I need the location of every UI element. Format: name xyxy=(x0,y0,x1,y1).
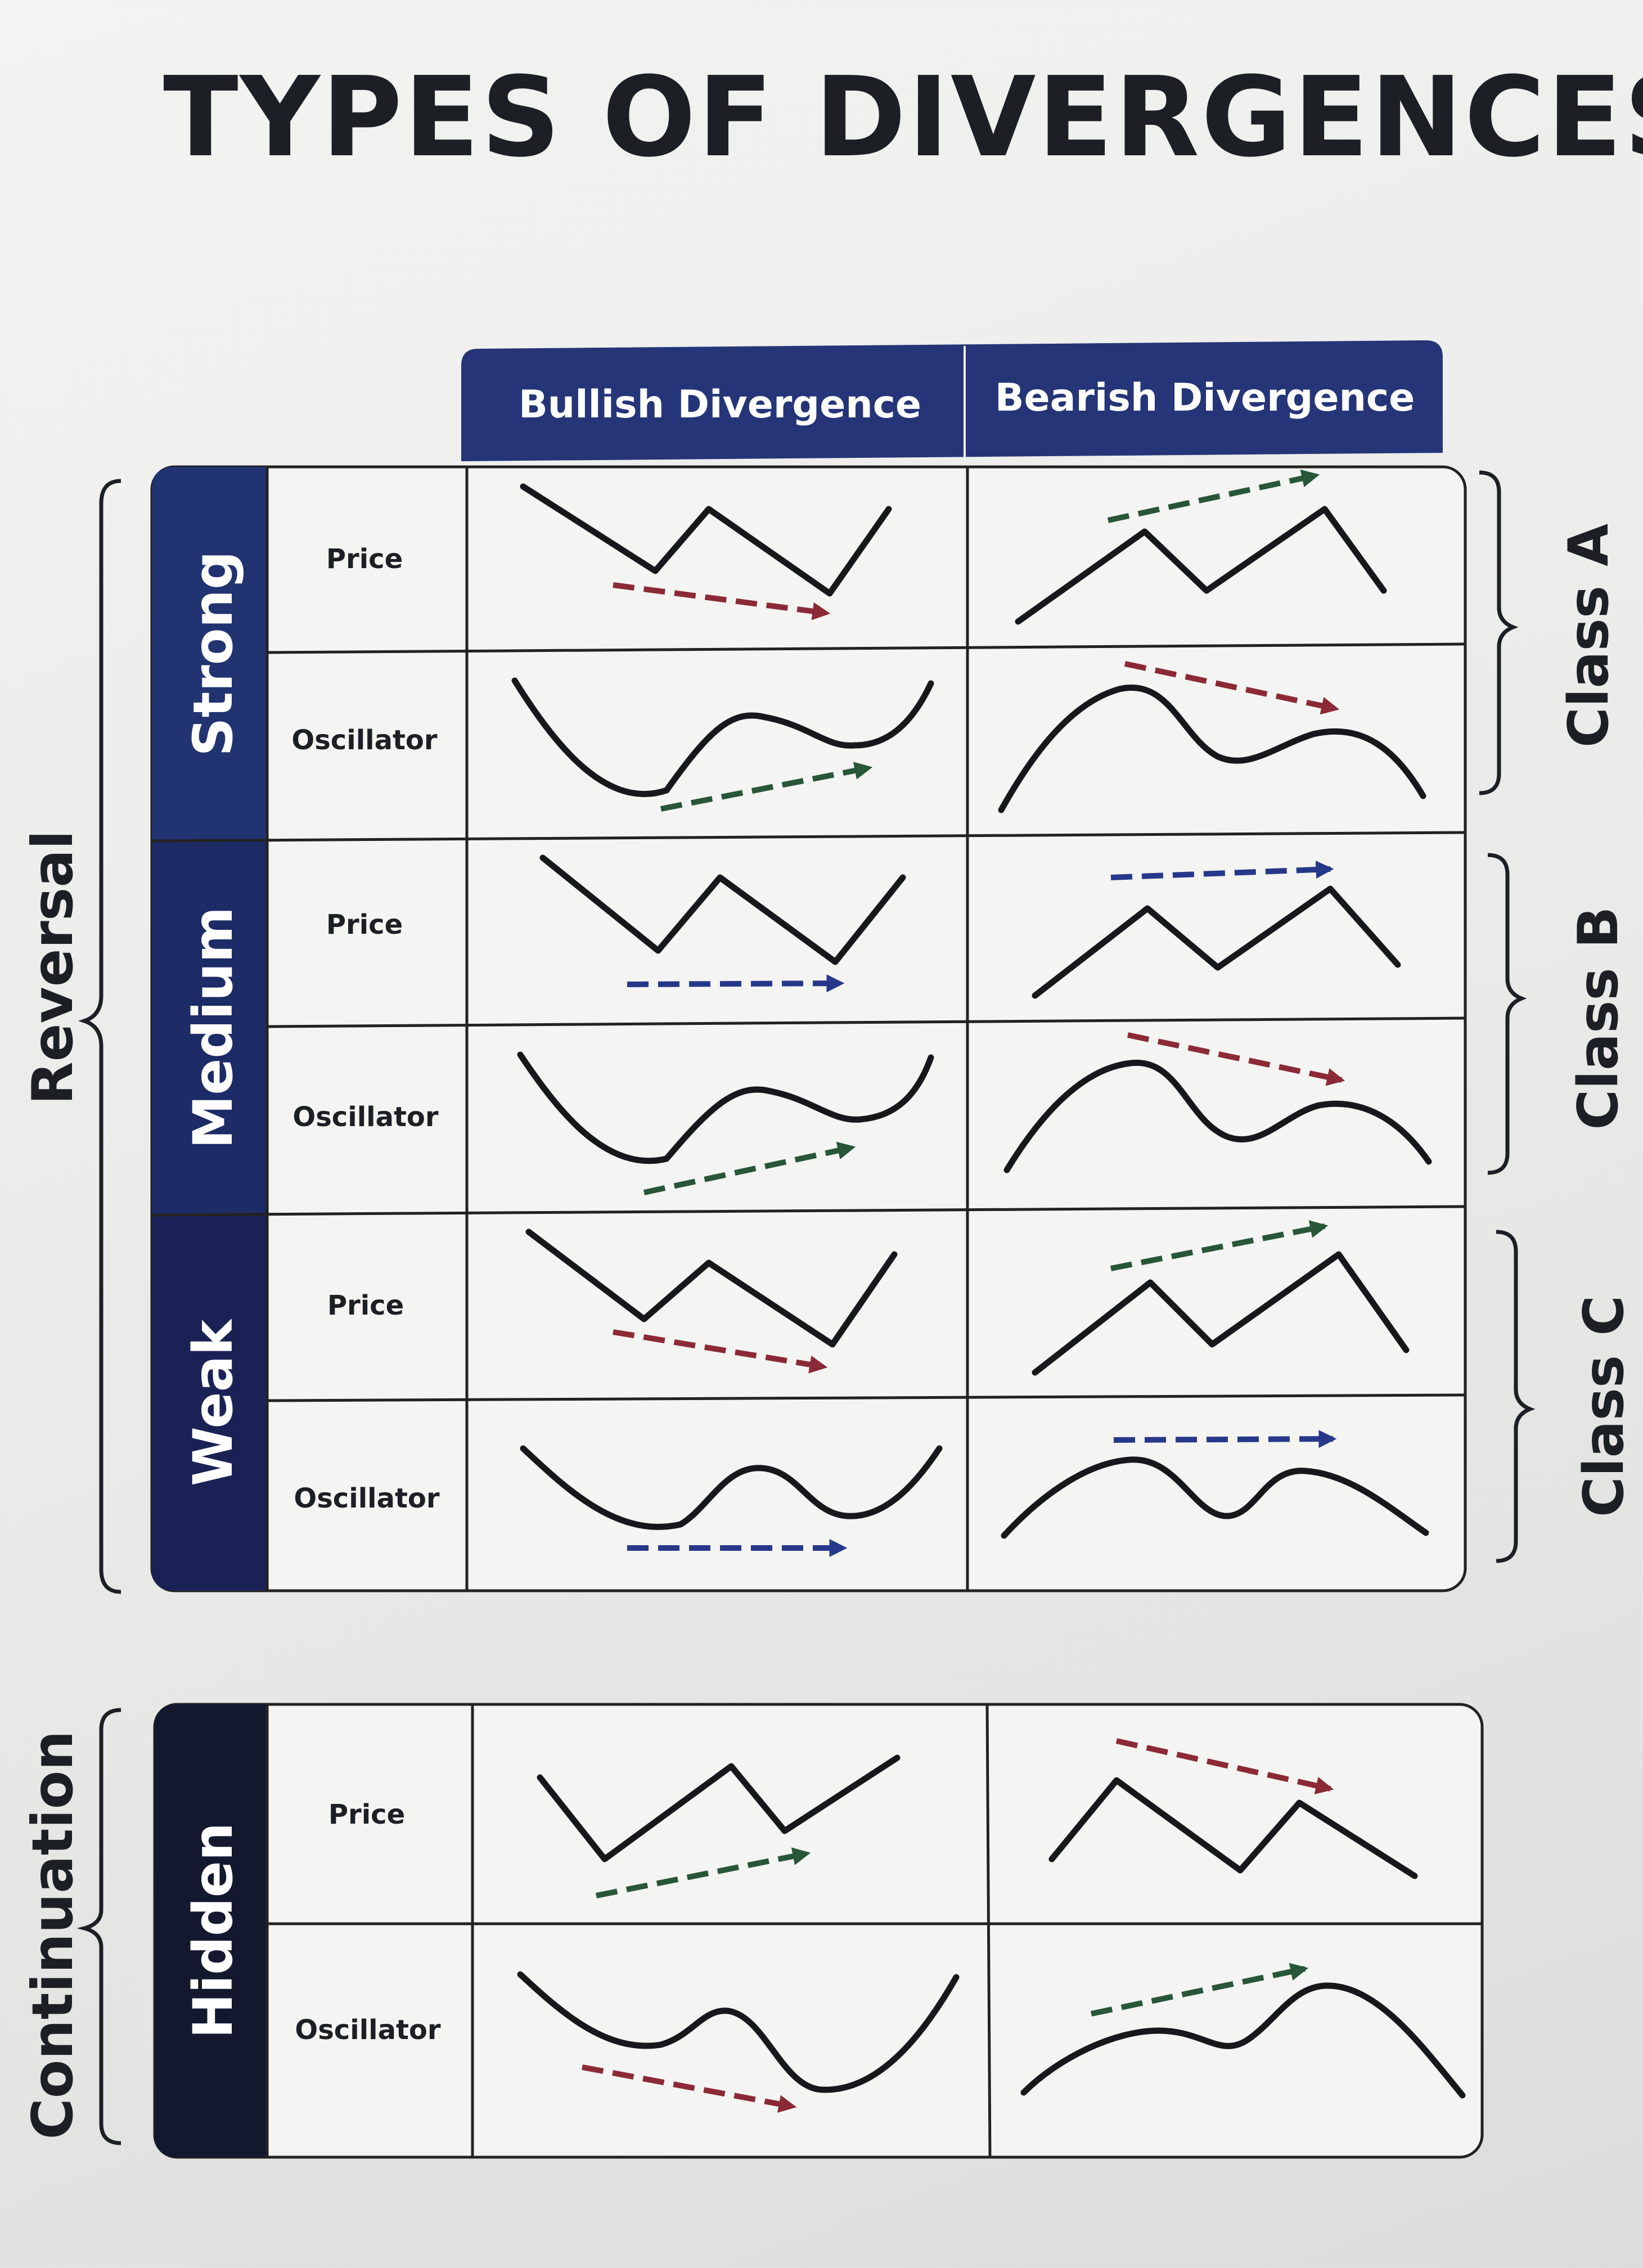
divergence-arrow-up-icon xyxy=(1110,1220,1329,1271)
class-b-bracket-icon xyxy=(1487,853,1527,1175)
oscillator-wave-line xyxy=(511,677,934,797)
price-zigzag-line xyxy=(1032,885,1401,999)
price-zigzag-line xyxy=(1032,1251,1410,1376)
strength-band-hidden xyxy=(155,1704,267,2157)
continuation-bracket-icon xyxy=(76,1708,121,2145)
price-zigzag-line xyxy=(1015,506,1387,625)
oscillator-wave-line xyxy=(1020,1982,1466,2099)
page-title: TYPES OF DIVERGENCES xyxy=(163,53,1643,182)
oscillator-wave-line xyxy=(1003,1059,1432,1173)
divergence-arrow-up-icon xyxy=(643,1141,856,1195)
oscillator-wave-line xyxy=(517,1971,960,2093)
divergence-arrow-down-icon xyxy=(613,582,831,620)
price-zigzag-line xyxy=(525,1228,898,1348)
column-header-bullish: Bullish Divergence xyxy=(519,382,921,427)
oscillator-wave-line xyxy=(998,685,1426,813)
class-label-c: Class C xyxy=(1572,1295,1636,1517)
reversal-table xyxy=(150,465,1467,1592)
row-label-oscillator: Oscillator xyxy=(292,1101,439,1133)
group-label-reversal: Reversal xyxy=(20,830,85,1105)
price-zigzag-line xyxy=(537,1754,901,1862)
divergence-arrow-flat-icon xyxy=(1110,860,1334,880)
row-label-oscillator: Oscillator xyxy=(294,1483,440,1514)
reversal-bracket-icon xyxy=(78,479,121,1594)
strength-label-medium: Medium xyxy=(182,907,245,1149)
strength-label-strong: Strong xyxy=(182,551,245,756)
row-label-oscillator: Oscillator xyxy=(291,724,438,756)
row-label-price: Price xyxy=(328,1799,405,1830)
divergence-arrow-down-icon xyxy=(582,2064,797,2113)
strength-label-weak: Weak xyxy=(182,1318,245,1486)
divergence-arrow-up-icon xyxy=(1107,469,1320,523)
class-a-bracket-icon xyxy=(1479,470,1519,795)
row-label-price: Price xyxy=(327,1290,404,1321)
price-zigzag-line xyxy=(520,483,892,597)
strength-band-strong xyxy=(152,467,267,841)
divergence-arrow-up-icon xyxy=(1090,1963,1309,2017)
class-label-a: Class A xyxy=(1557,524,1621,748)
divergence-arrow-down-icon xyxy=(613,1329,828,1374)
divergence-arrow-flat-icon xyxy=(627,974,845,993)
strength-label-hidden: Hidden xyxy=(182,1822,245,2038)
oscillator-wave-line xyxy=(517,1051,934,1164)
class-c-bracket-icon xyxy=(1496,1230,1536,1563)
divergence-arrow-down-icon xyxy=(1124,661,1340,715)
oscillator-wave-line xyxy=(1001,1456,1429,1539)
strength-band-medium xyxy=(152,841,267,1215)
row-label-oscillator: Oscillator xyxy=(295,2014,441,2046)
strength-band-weak xyxy=(152,1215,267,1591)
divergence-arrow-up-icon xyxy=(660,762,873,812)
group-label-continuation: Continuation xyxy=(20,1730,85,2139)
class-label-b: Class B xyxy=(1567,906,1631,1130)
divergence-arrow-down-icon xyxy=(1127,1032,1345,1086)
row-label-price: Price xyxy=(326,543,403,575)
divergence-arrow-down-icon xyxy=(1115,1738,1334,1795)
row-label-price: Price xyxy=(326,909,403,940)
column-header-bar xyxy=(461,340,1443,461)
price-zigzag-line xyxy=(539,854,906,965)
divergence-arrow-up-icon xyxy=(596,1847,811,1898)
price-zigzag-line xyxy=(1048,1777,1418,1879)
divergence-arrow-flat-icon xyxy=(1113,1430,1337,1448)
column-header-bearish: Bearish Divergence xyxy=(995,376,1415,420)
oscillator-wave-line xyxy=(520,1445,943,1530)
